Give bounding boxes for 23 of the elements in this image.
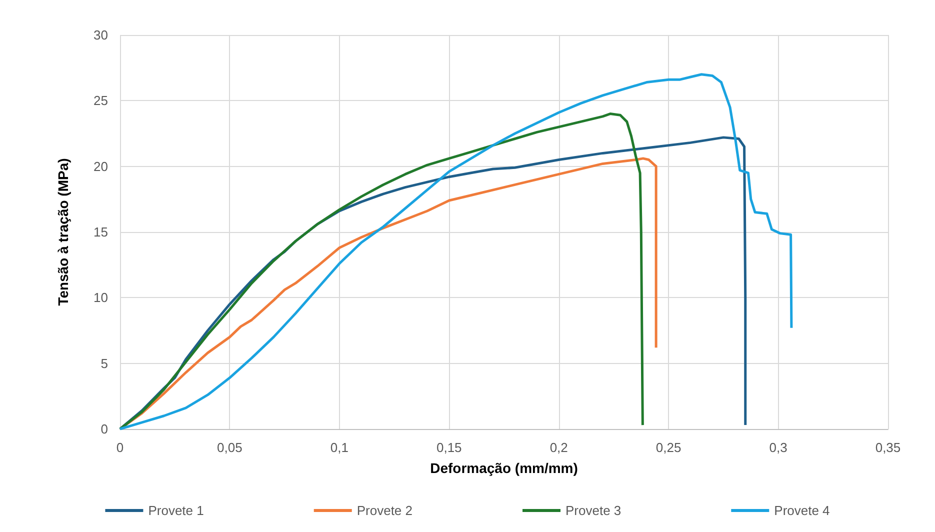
x-tick-label: 0,25 (656, 440, 682, 455)
x-axis-title: Deformação (mm/mm) (430, 460, 578, 476)
legend-label: Provete 1 (148, 503, 204, 518)
x-tick-label: 0,05 (217, 440, 242, 455)
legend-label: Provete 3 (566, 503, 622, 518)
line-series (118, 112, 644, 430)
y-tick-label: 15 (94, 224, 108, 240)
legend-label: Provete 4 (774, 503, 830, 518)
y-axis-title: Tensão à tração (MPa) (55, 158, 71, 306)
y-tick-label: 25 (94, 93, 108, 108)
x-tick-label: 0,35 (875, 440, 901, 455)
y-tick-label: 10 (94, 290, 108, 306)
x-tick-label: 0 (116, 440, 124, 455)
y-tick-label: 5 (100, 356, 108, 371)
y-tick-label: 30 (94, 28, 108, 42)
x-tick-label: 0,2 (550, 440, 568, 455)
y-tick-label: 20 (94, 158, 108, 174)
x-tick-label: 0,3 (769, 440, 788, 455)
legend-label: Provete 2 (356, 503, 413, 518)
line-series (118, 73, 793, 430)
x-tick-label: 0,15 (436, 440, 462, 455)
y-tick-label: 0 (100, 422, 108, 436)
x-tick-label: 0,1 (330, 440, 348, 455)
